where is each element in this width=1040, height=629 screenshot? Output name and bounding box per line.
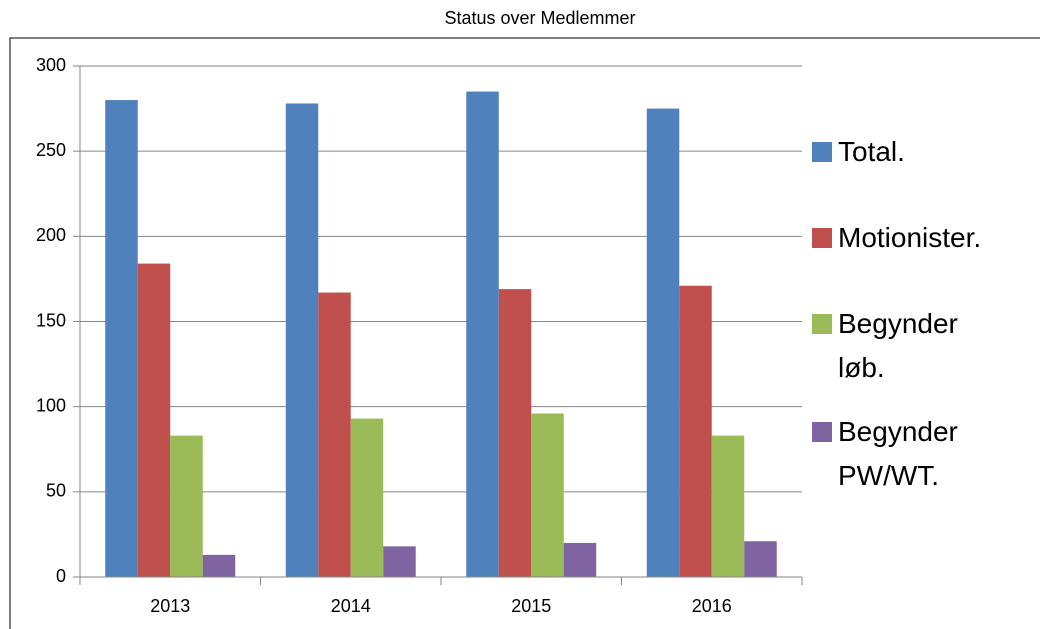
bar xyxy=(646,108,680,577)
bar xyxy=(744,541,777,577)
bar xyxy=(350,418,384,577)
bar xyxy=(137,263,171,577)
bar xyxy=(285,103,319,578)
legend-label: Begynder PW/WT. xyxy=(838,416,958,491)
y-tick-label: 50 xyxy=(46,481,66,501)
legend-label: Total. xyxy=(838,136,905,167)
legend-swatch xyxy=(812,422,832,442)
chart-border xyxy=(9,37,1040,629)
legend-swatch xyxy=(812,142,832,162)
x-tick-label: 2015 xyxy=(511,596,551,616)
bar xyxy=(318,292,351,577)
chart-title: Status over Medlemmer xyxy=(444,8,635,28)
legend-label: Begynder løb. xyxy=(838,308,958,383)
legend-entry: Total. xyxy=(812,130,982,174)
x-tick-label: 2014 xyxy=(331,596,371,616)
bar xyxy=(383,546,416,577)
legend-swatch xyxy=(812,314,832,334)
legend-entry: Begynder løb. xyxy=(812,302,982,390)
bar xyxy=(498,289,532,577)
legend-entry: Begynder PW/WT. xyxy=(812,410,982,498)
bar xyxy=(170,435,203,577)
legend-label: Motionister. xyxy=(838,222,982,253)
y-tick-label: 300 xyxy=(36,55,66,75)
legend-swatch xyxy=(812,228,832,248)
y-tick-label: 250 xyxy=(36,140,66,160)
bar xyxy=(563,542,597,577)
x-tick-label: 2016 xyxy=(692,596,732,616)
bar xyxy=(202,554,236,577)
bar xyxy=(531,413,564,577)
x-tick-label: 2013 xyxy=(150,596,190,616)
bar xyxy=(679,285,712,577)
y-tick-label: 200 xyxy=(36,225,66,245)
bar xyxy=(711,435,745,577)
legend-entry: Motionister. xyxy=(812,216,982,260)
y-tick-label: 0 xyxy=(56,566,66,586)
bar xyxy=(105,100,138,578)
y-tick-label: 150 xyxy=(36,310,66,330)
bar xyxy=(466,91,499,578)
y-tick-label: 100 xyxy=(36,395,66,415)
